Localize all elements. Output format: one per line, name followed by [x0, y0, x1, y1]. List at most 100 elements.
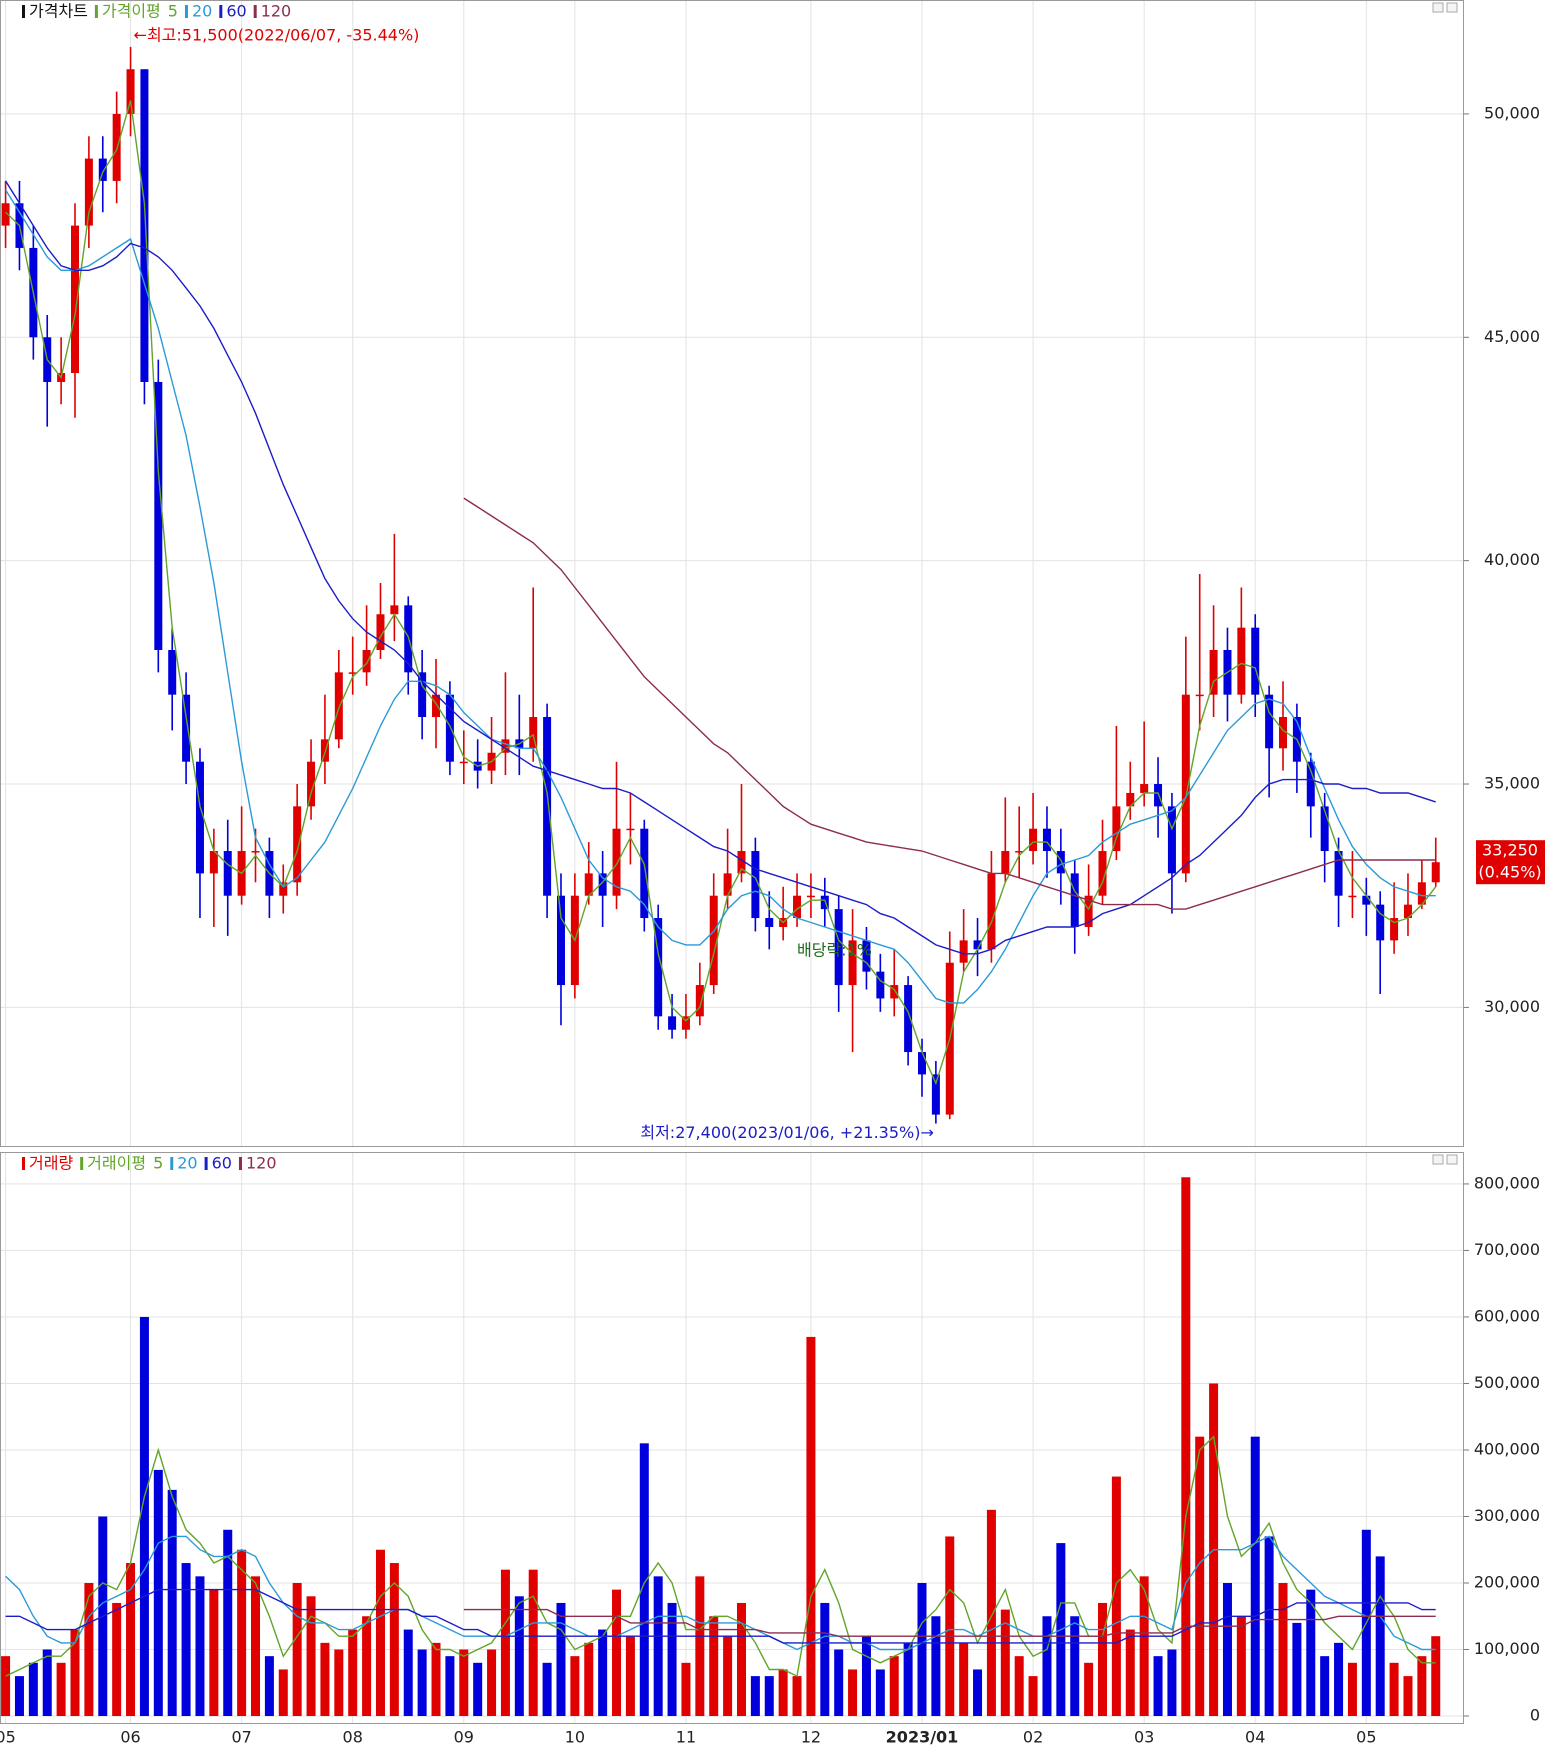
- x-tick-label: 06: [120, 1728, 140, 1747]
- volume-bar: [986, 1509, 996, 1717]
- volume-bar: [973, 1669, 983, 1717]
- legend-label: 5: [168, 2, 178, 21]
- candle-body: [1, 203, 10, 226]
- volume-bar: [528, 1569, 538, 1717]
- volume-bar: [56, 1662, 66, 1717]
- candle-body: [154, 381, 163, 651]
- candle-body: [612, 828, 621, 896]
- volume-bar: [223, 1529, 233, 1717]
- candle-body: [529, 717, 538, 749]
- candle-body: [904, 985, 913, 1053]
- volume-bar: [473, 1662, 483, 1717]
- candle-body: [1154, 784, 1163, 807]
- legend-swatch: [22, 1157, 25, 1170]
- candle-body: [1265, 694, 1274, 749]
- volume-bar: [1417, 1656, 1427, 1717]
- volume-bar: [1306, 1589, 1316, 1717]
- candle-body: [307, 761, 316, 807]
- candle-body: [765, 918, 774, 927]
- volume-bar: [375, 1549, 385, 1717]
- volume-bar: [320, 1642, 330, 1717]
- volume-bar: [1098, 1602, 1108, 1717]
- ma-line: [5, 1435, 1436, 1678]
- panel-icon[interactable]: [1446, 2, 1458, 13]
- x-tick-label: 05: [1356, 1728, 1376, 1747]
- volume-bar: [500, 1569, 510, 1717]
- y-tick-label: 200,000: [1474, 1572, 1540, 1591]
- candle-body: [1181, 694, 1190, 874]
- volume-bar: [431, 1642, 441, 1717]
- x-tick-label: 02: [1023, 1728, 1043, 1747]
- volume-bar: [764, 1676, 774, 1717]
- volume-bar: [487, 1649, 497, 1717]
- candle-body: [973, 940, 982, 950]
- y-tick-label: 40,000: [1484, 550, 1540, 569]
- volume-bar: [917, 1582, 927, 1717]
- volume-bar: [389, 1563, 399, 1717]
- candle-body: [723, 873, 732, 896]
- x-tick-label: 2023/01: [886, 1728, 959, 1747]
- legend-label: 120: [246, 1154, 277, 1173]
- candle-body: [334, 672, 343, 740]
- volume-bar: [570, 1656, 580, 1717]
- volume-bar: [1167, 1649, 1177, 1717]
- legend-label: 5: [153, 1154, 163, 1173]
- volume-bar: [14, 1676, 24, 1717]
- candle-body: [1112, 806, 1121, 852]
- legend-label: 60: [212, 1154, 232, 1173]
- low-note: 최저:27,400(2023/01/06, +21.35%)→: [640, 1123, 934, 1142]
- candle-body: [834, 909, 843, 986]
- volume-bar: [1250, 1436, 1260, 1717]
- candle-body: [695, 985, 704, 1017]
- candle-body: [654, 918, 663, 1017]
- legend-swatch: [22, 5, 25, 18]
- volume-bar: [348, 1629, 358, 1717]
- panel-icon[interactable]: [1432, 1154, 1444, 1165]
- candle-body: [890, 985, 899, 999]
- marks-layer: [1, 46, 1441, 1717]
- ma-line: [5, 180, 1436, 955]
- y-tick-label: 500,000: [1474, 1373, 1540, 1392]
- candle-body: [348, 672, 357, 674]
- candle-body: [376, 614, 385, 651]
- volume-bar: [153, 1469, 163, 1717]
- candle-body: [445, 694, 454, 762]
- candle-body: [1209, 650, 1218, 695]
- volume-bar: [667, 1602, 677, 1717]
- candle-body: [1334, 851, 1343, 896]
- volume-bar: [417, 1649, 427, 1717]
- volume-bar: [806, 1336, 816, 1717]
- candle-body: [1279, 717, 1288, 749]
- candle-body: [876, 971, 885, 999]
- candle-body: [806, 895, 815, 898]
- candle-body: [862, 940, 871, 972]
- last-change-label: (0.45%): [1478, 863, 1541, 882]
- volume-bar: [1431, 1636, 1441, 1717]
- legend-swatch: [219, 5, 223, 18]
- candle-body: [709, 895, 718, 986]
- panel-icons: [1432, 2, 1458, 1165]
- volume-bar: [1334, 1642, 1344, 1717]
- volume-bar: [209, 1589, 219, 1717]
- price-panel-frame: [0, 0, 1464, 1147]
- panel-icon[interactable]: [1432, 2, 1444, 13]
- panel-icon[interactable]: [1446, 1154, 1458, 1165]
- last-price-box: [1476, 840, 1545, 885]
- legend-swatch: [170, 1157, 174, 1170]
- y-tick-label: 400,000: [1474, 1439, 1540, 1458]
- candle-body: [1390, 918, 1399, 941]
- volume-bar: [195, 1576, 205, 1717]
- legend-swatch: [253, 5, 257, 18]
- x-tick-label: 08: [343, 1728, 363, 1747]
- y-tick-label: 700,000: [1474, 1240, 1540, 1259]
- legend-label: 120: [261, 2, 292, 21]
- volume-bar: [403, 1629, 413, 1717]
- candle-body: [1417, 882, 1426, 905]
- volume-bar: [84, 1582, 94, 1717]
- x-tick-label: 11: [676, 1728, 696, 1747]
- x-tick-label: 07: [231, 1728, 251, 1747]
- volume-bar: [750, 1676, 760, 1717]
- candle-body: [917, 1052, 926, 1075]
- volume-bar: [1084, 1662, 1094, 1717]
